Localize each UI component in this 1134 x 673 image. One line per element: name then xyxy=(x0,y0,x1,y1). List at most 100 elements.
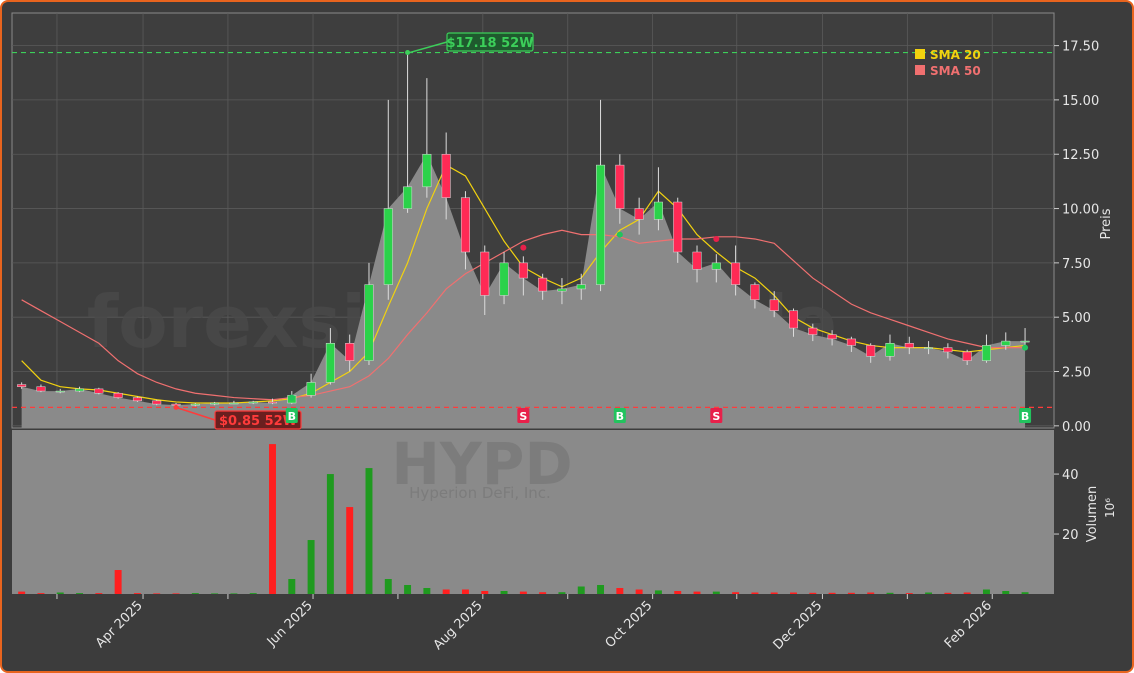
y-tick-label: 15.00 xyxy=(1062,94,1099,109)
volume-bar xyxy=(616,588,624,594)
candle-body xyxy=(576,284,586,290)
volume-bar xyxy=(539,592,547,594)
volume-bar xyxy=(326,474,334,594)
candle-body xyxy=(557,288,567,292)
candle-body xyxy=(480,251,490,296)
signal-label: S xyxy=(712,410,720,423)
volume-bar xyxy=(249,593,257,594)
legend-label: SMA 20 xyxy=(930,48,981,62)
candle-body xyxy=(653,201,663,220)
volume-bar xyxy=(500,591,508,594)
candle-body xyxy=(152,400,162,405)
candle-body xyxy=(711,262,721,270)
candle-body xyxy=(808,327,818,335)
volume-bar xyxy=(384,579,392,594)
volume-bar xyxy=(925,592,933,594)
volume-bar xyxy=(211,593,219,594)
candle-body xyxy=(345,343,355,361)
signal-label: B xyxy=(288,410,296,423)
signal-label: S xyxy=(519,410,527,423)
signal-point xyxy=(520,244,527,251)
y-tick-label: 0.00 xyxy=(1062,420,1091,435)
candle-body xyxy=(1001,340,1011,346)
candle-body xyxy=(634,208,644,220)
volume-bar xyxy=(1002,591,1010,594)
signal-point xyxy=(713,235,720,242)
y-tick-label: 10.00 xyxy=(1062,203,1099,218)
volume-bar xyxy=(635,589,643,594)
candle-body xyxy=(1020,340,1030,343)
candle-body xyxy=(692,251,702,270)
label-arrow xyxy=(409,41,448,54)
volume-tick-label: 40 xyxy=(1062,468,1079,483)
signal-badge xyxy=(710,408,723,423)
volume-bar xyxy=(404,585,412,594)
volume-bar xyxy=(18,591,26,594)
y-tick-label: 17.50 xyxy=(1062,40,1099,55)
volume-bar xyxy=(365,468,373,594)
candle-body xyxy=(866,345,876,357)
label-arrow xyxy=(175,406,216,421)
ticker-watermark: HYPD xyxy=(391,430,572,498)
y-axis-label: Preis xyxy=(1099,208,1114,239)
legend-swatch xyxy=(915,49,925,59)
candle-body xyxy=(596,164,606,285)
signal-label: B xyxy=(1021,410,1029,423)
volume-bar xyxy=(288,579,296,594)
sma-line xyxy=(21,229,1026,401)
candle-body xyxy=(132,397,142,402)
signal-badge xyxy=(613,408,626,423)
candle-body xyxy=(36,386,46,392)
candle-body xyxy=(499,262,509,296)
company-watermark: Hyperion DeFi, Inc. xyxy=(409,484,551,502)
volume-bar xyxy=(770,592,778,594)
candle-body xyxy=(943,347,953,353)
volume-bar xyxy=(153,593,161,594)
candle-body xyxy=(789,310,798,329)
volume-bar xyxy=(847,592,855,594)
candle-body xyxy=(769,299,779,311)
volume-bar xyxy=(674,591,682,594)
candle-body xyxy=(325,343,335,383)
candle-body xyxy=(210,402,220,405)
signal-badge xyxy=(285,408,298,423)
y-tick-label: 7.50 xyxy=(1062,257,1091,272)
volume-bar xyxy=(76,593,84,594)
candle-body xyxy=(518,262,528,279)
candle-body xyxy=(981,345,991,361)
candle-body xyxy=(383,208,393,285)
volume-bar xyxy=(809,592,817,594)
volume-bar xyxy=(346,507,354,594)
candle-body xyxy=(731,262,741,285)
volume-tick-label: 20 xyxy=(1062,528,1079,543)
volume-bar xyxy=(37,593,45,594)
candle-body xyxy=(248,401,258,404)
volume-bar xyxy=(56,592,64,594)
volume-bar xyxy=(963,592,971,594)
volume-bar xyxy=(230,593,238,594)
volume-bar xyxy=(461,589,469,594)
candle-body xyxy=(615,164,625,209)
volume-axis-label: Volumen xyxy=(1085,486,1100,543)
legend-swatch xyxy=(915,65,925,75)
volume-bar xyxy=(307,540,315,594)
volume-bar xyxy=(95,593,103,594)
candle-body xyxy=(538,277,548,292)
candle-body xyxy=(924,347,934,349)
candle-body xyxy=(75,388,85,392)
volume-bar xyxy=(442,589,450,594)
volume-bar xyxy=(712,591,720,594)
signal-badge xyxy=(517,408,530,423)
volume-unit: 10⁶ xyxy=(1103,498,1117,518)
volume-bar xyxy=(982,589,990,594)
volume-bar xyxy=(597,585,605,594)
candle-body xyxy=(827,334,837,340)
candle-body xyxy=(962,351,972,361)
volume-bar xyxy=(269,444,276,594)
candle-body xyxy=(904,343,914,348)
candle-body xyxy=(750,284,760,301)
candle-body xyxy=(673,201,683,253)
arrow-head xyxy=(405,50,411,56)
candle-body xyxy=(885,343,895,357)
